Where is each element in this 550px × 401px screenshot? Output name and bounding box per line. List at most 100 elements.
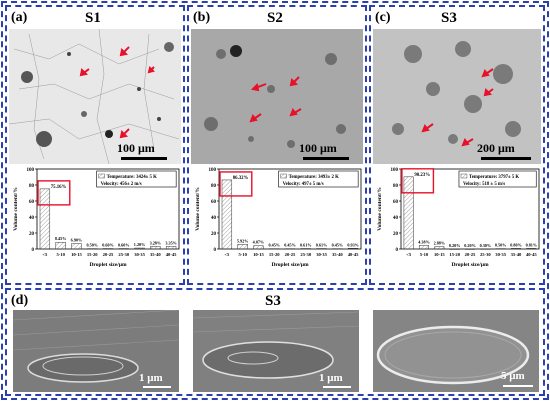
value-label: 8.45%	[55, 236, 67, 241]
bar	[221, 179, 233, 250]
x-tick-label: 30-35	[316, 252, 327, 257]
value-label: 0.61%	[300, 243, 312, 248]
x-axis-label: Droplet size/μm	[271, 262, 308, 268]
bar	[418, 245, 430, 250]
x-tick-label: <5	[42, 252, 48, 257]
x-tick-label: 30-35	[495, 252, 506, 257]
legend-swatch	[460, 173, 468, 179]
legend-entry: Velocity: 456± 2 m/s	[101, 182, 142, 187]
x-tick-label: 20-25	[465, 252, 476, 257]
legend-entry: Velocity: 497± 5 m/s	[283, 182, 324, 187]
panel-d-label: (d)	[11, 293, 29, 308]
value-label: 86.32%	[233, 176, 249, 181]
value-label: 2.88%	[434, 241, 446, 246]
legend-entry: Velocity: 518 ± 5 m/s	[463, 182, 505, 187]
x-tick-label: 15-20	[449, 252, 460, 257]
sem-scale-bar-3	[503, 385, 533, 387]
sem-image-2: 1 μm	[193, 310, 359, 392]
bar	[134, 247, 145, 250]
sem-image-2-graphic	[193, 310, 359, 392]
legend-swatch	[98, 173, 105, 179]
bar	[118, 248, 129, 250]
bar	[434, 246, 445, 250]
scale-bar-a	[121, 157, 167, 160]
bar	[102, 248, 114, 250]
volume-chart-s1: 0 20 40 60 80 100 Volume content/% <5 75.16% 5-10…	[13, 168, 180, 268]
y-axis-label: Volume content/%	[195, 187, 201, 231]
sem-scale-bar-1	[143, 386, 171, 388]
y-tick-label: 60	[29, 200, 35, 205]
x-tick-label: 40-45	[526, 252, 537, 257]
bar	[526, 248, 537, 250]
x-tick-label: 5-10	[56, 252, 65, 257]
value-label: 3.28%	[150, 240, 162, 245]
x-tick-label: 35-40	[150, 252, 161, 257]
y-tick-label: 0	[32, 248, 35, 253]
legend-entry: Temperature: 3424± 5 K	[107, 175, 157, 180]
bar	[464, 248, 476, 250]
x-tick-label: 25-30	[118, 252, 129, 257]
highlight-box	[401, 168, 435, 194]
bar	[449, 248, 460, 250]
panel-c-label: (c)	[375, 10, 391, 25]
micrograph-s2-image	[191, 29, 363, 164]
panel-a-label: (a)	[11, 10, 28, 25]
x-tick-label: 20-25	[103, 252, 114, 257]
x-tick-label: 5-10	[420, 252, 429, 257]
panel-a: (a) S1 100 μm 0 20 40 60 80 100 Volume content…	[5, 5, 185, 285]
bar	[55, 241, 66, 250]
bar	[495, 248, 506, 250]
value-label: 0.80%	[510, 242, 522, 247]
legend-box	[278, 170, 359, 188]
x-tick-label: 10-15	[71, 252, 82, 257]
y-tick-label: 40	[211, 216, 217, 221]
x-axis-label: Droplet size/μm	[89, 262, 126, 268]
micrograph-s3: 200 μm	[373, 29, 541, 164]
value-label: 5.92%	[237, 238, 249, 243]
y-tick-label: 100	[209, 168, 217, 173]
y-tick-label: 60	[211, 200, 217, 205]
value-label: 0.81%	[526, 242, 538, 247]
bar	[87, 248, 98, 250]
y-axis-label: Volume content/%	[13, 187, 19, 231]
x-tick-label: 10-15	[434, 252, 445, 257]
x-tick-label: 40-45	[348, 252, 359, 257]
bar	[316, 248, 327, 250]
x-tick-label: 20-25	[285, 252, 296, 257]
legend-entry: Temperature: 3493± 2 K	[289, 175, 339, 180]
scale-label-c: 200 μm	[477, 141, 515, 155]
scale-label-b: 100 μm	[299, 141, 337, 155]
panel-b: (b) S2 100 μm 0 20 40 60 80 100 Volume content…	[187, 5, 367, 285]
bar	[237, 244, 248, 250]
y-tick-label: 100	[391, 168, 399, 173]
value-label: 0.61%	[316, 243, 328, 248]
y-tick-label: 20	[211, 232, 217, 237]
bar	[347, 248, 359, 250]
bar	[480, 248, 491, 250]
bar	[332, 248, 343, 250]
micrograph-s1: 100 μm	[9, 29, 181, 164]
x-tick-label: 30-35	[134, 252, 145, 257]
sem-scale-label-2: 1 μm	[319, 372, 343, 384]
y-tick-label: 80	[393, 184, 399, 189]
x-tick-label: <5	[224, 252, 230, 257]
value-label: 0.45%	[332, 243, 344, 248]
value-label: 90.23%	[414, 173, 430, 178]
volume-chart-s3: 0 20 40 60 80 100 Volume content/% <5 90.23% 5-10…	[377, 168, 540, 268]
bar	[253, 245, 264, 250]
volume-chart-s2: 0 20 40 60 80 100 Volume content/% <5 86.32% 5-10…	[195, 168, 362, 268]
scale-bar-c	[481, 157, 531, 160]
y-tick-label: 20	[393, 232, 399, 237]
scale-label-a: 100 μm	[117, 141, 155, 155]
y-tick-label: 80	[211, 184, 217, 189]
value-label: 0.60%	[118, 243, 130, 248]
x-tick-label: 5-10	[238, 252, 247, 257]
y-tick-label: 60	[393, 200, 399, 205]
x-tick-label: 35-40	[511, 252, 522, 257]
value-label: 1.20%	[134, 242, 146, 247]
value-label: 0.93%	[347, 242, 359, 247]
micrograph-s1-image	[9, 29, 180, 164]
panel-d: (d) S3 1 μm 1 μm 5 μm	[5, 288, 545, 396]
legend-box	[458, 170, 537, 188]
